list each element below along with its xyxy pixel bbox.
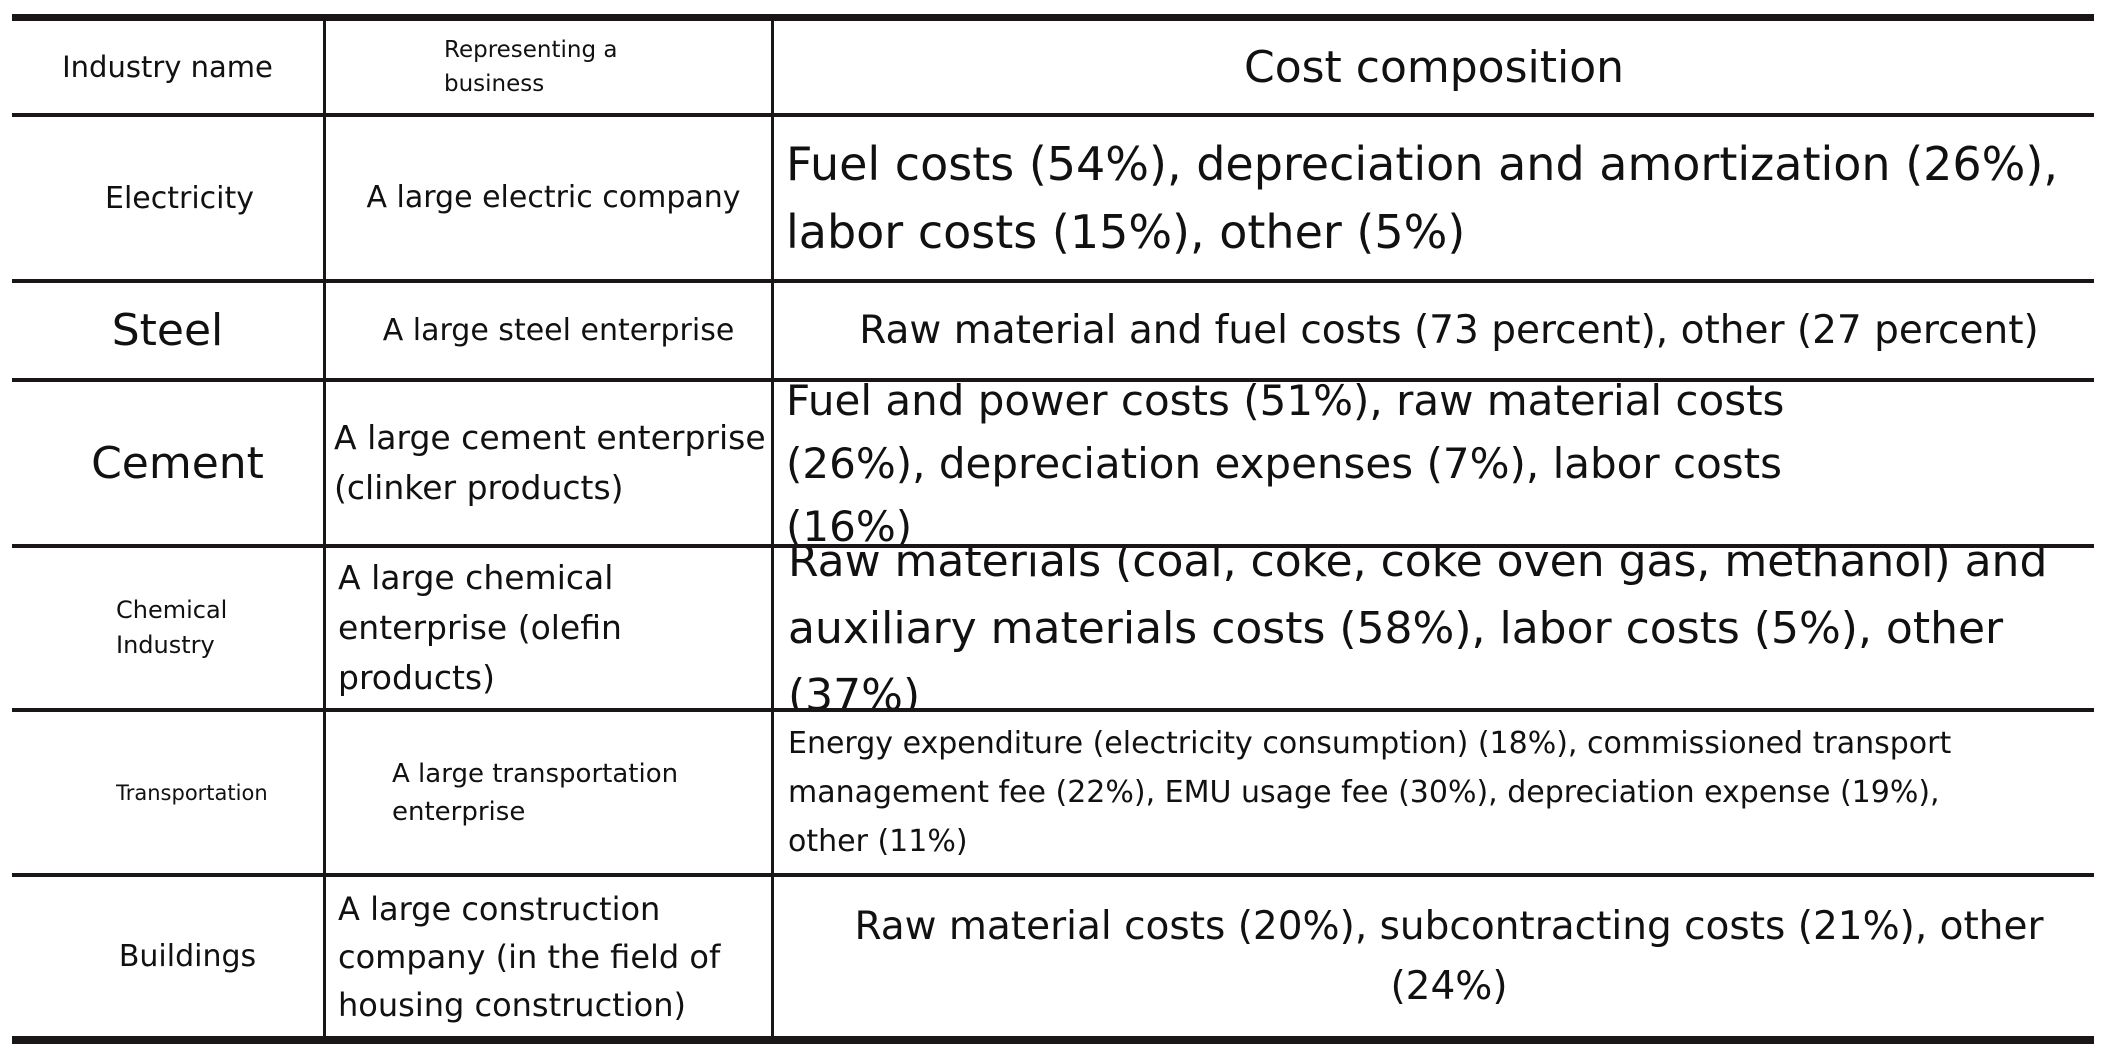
row-divider xyxy=(12,279,2094,283)
table-row-cost: Raw materials (coal, coke, coke oven gas… xyxy=(788,548,2088,708)
table-row-business: A large cement enterprise (clinker produ… xyxy=(334,382,771,544)
table-row-business: A large electric company xyxy=(326,117,771,279)
industry-cell: Steel xyxy=(111,305,224,356)
industry-cell: Chemical Industry xyxy=(116,596,228,659)
industry-cell: Buildings xyxy=(118,939,257,974)
column-divider xyxy=(771,21,774,1036)
table-row-industry: Electricity xyxy=(12,117,323,279)
cost-cell: Fuel costs (54%), depreciation and amort… xyxy=(786,137,2058,259)
table-row-cost: Raw material and fuel costs (73 percent)… xyxy=(774,283,2094,378)
row-divider xyxy=(12,708,2094,712)
industry-cell: Transportation xyxy=(116,780,268,805)
row-divider xyxy=(12,113,2094,117)
business-cell: A large chemical enterprise (olefin prod… xyxy=(338,558,622,697)
business-cell: A large steel enterprise xyxy=(382,312,735,348)
cost-cell: Raw material and fuel costs (73 percent)… xyxy=(859,307,2039,353)
header-representing-business: Representing a business xyxy=(444,21,644,113)
header-industry-name: Industry name xyxy=(12,21,323,113)
table-row-business: A large steel enterprise xyxy=(326,283,771,378)
table-row-business: A large transportation enterprise xyxy=(392,712,692,873)
table-row-cost: Energy expenditure (electricity consumpt… xyxy=(788,712,2028,873)
column-divider xyxy=(323,21,326,1036)
business-cell: A large transportation enterprise xyxy=(392,758,679,827)
table-row-business: A large chemical enterprise (olefin prod… xyxy=(338,548,771,708)
table-bottom-rule xyxy=(12,1036,2094,1044)
industry-cell: Cement xyxy=(91,437,264,489)
cost-cell: Energy expenditure (electricity consumpt… xyxy=(788,726,1952,859)
industry-cell: Electricity xyxy=(104,180,255,216)
table-row-industry: Steel xyxy=(12,283,323,378)
cost-composition-table: Industry name Representing a business Co… xyxy=(12,14,2094,1044)
table-top-rule xyxy=(12,14,2094,21)
header-industry-name-text: Industry name xyxy=(62,50,273,84)
table-row-industry: Cement xyxy=(12,382,323,544)
table-row-cost: Fuel and power costs (51%), raw material… xyxy=(786,382,1886,544)
row-divider xyxy=(12,544,2094,548)
cost-cell: Raw materials (coal, coke, coke oven gas… xyxy=(788,548,2048,708)
row-divider xyxy=(12,873,2094,877)
business-cell: A large construction company (in the fie… xyxy=(338,889,721,1024)
table-row-industry: Buildings xyxy=(12,877,323,1036)
table-row-business: A large construction company (in the fie… xyxy=(338,877,738,1036)
table-row-industry: Transportation xyxy=(116,712,320,873)
table-row-industry: Chemical Industry xyxy=(116,548,316,708)
business-cell: A large cement enterprise (clinker produ… xyxy=(334,418,766,507)
header-cost-composition: Cost composition xyxy=(774,21,2094,113)
cost-cell: Fuel and power costs (51%), raw material… xyxy=(786,382,1785,544)
table-row-cost: Raw material costs (20%), subcontracting… xyxy=(774,877,2094,1036)
header-representing-business-text: Representing a business xyxy=(444,37,618,97)
cost-cell: Raw material costs (20%), subcontracting… xyxy=(854,903,2044,1009)
header-cost-composition-text: Cost composition xyxy=(1243,41,1625,93)
row-divider xyxy=(12,378,2094,382)
business-cell: A large electric company xyxy=(366,180,741,215)
table-row-cost: Fuel costs (54%), depreciation and amort… xyxy=(786,117,2076,279)
